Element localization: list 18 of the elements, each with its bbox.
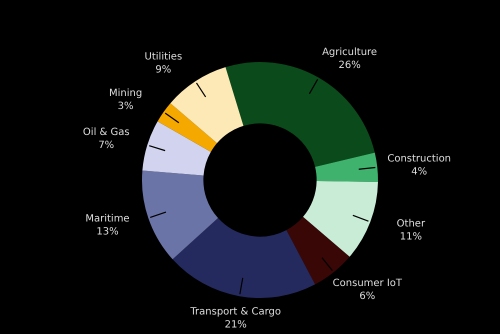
data-label: 7% <box>98 140 114 152</box>
slice-label: Maritime <box>85 214 130 225</box>
data-label: 6% <box>359 291 376 302</box>
data-label: 21% <box>224 319 247 330</box>
slice-label: Other <box>396 218 426 230</box>
slice-label: Construction <box>387 153 452 164</box>
data-label: 4% <box>411 166 428 178</box>
slice-label: Consumer IoT <box>332 278 403 290</box>
data-label: 3% <box>118 100 134 112</box>
data-label: 26% <box>338 60 361 72</box>
data-label: 11% <box>400 231 422 242</box>
data-label: 13% <box>96 226 119 238</box>
data-label: 9% <box>155 64 172 76</box>
slice-label: Agriculture <box>322 47 378 58</box>
slice-label: Utilities <box>144 51 182 62</box>
slice-label: Oil & Gas <box>82 127 130 138</box>
slice-label: Transport & Cargo <box>189 306 281 318</box>
slice-label: Mining <box>108 88 142 99</box>
